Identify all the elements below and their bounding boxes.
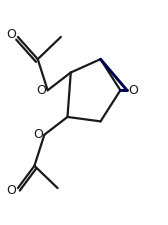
Text: O: O <box>6 184 16 197</box>
Text: O: O <box>36 84 46 97</box>
Text: O: O <box>6 28 16 41</box>
Text: O: O <box>33 128 43 141</box>
Text: O: O <box>129 84 138 97</box>
